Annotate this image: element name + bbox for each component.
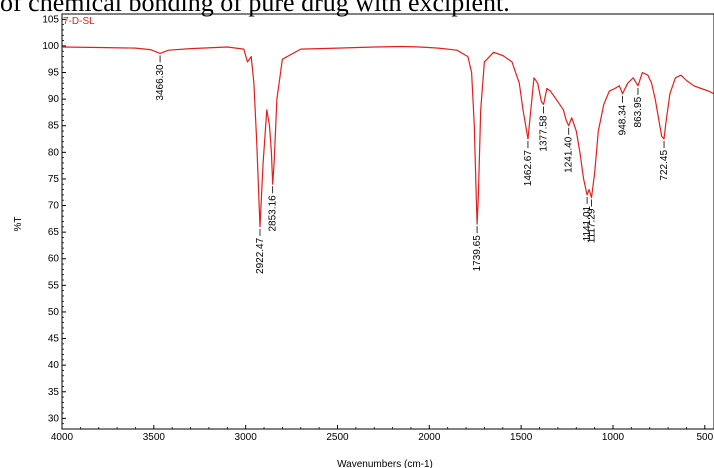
y-tick-label: 65	[48, 227, 60, 238]
y-tick-label: 100	[42, 41, 59, 52]
y-tick-label: 55	[48, 280, 60, 291]
spectrum-series	[61, 45, 714, 228]
peak-label: 722.45	[659, 150, 670, 181]
y-axis-label: %T	[13, 217, 24, 232]
x-tick-label: 3500	[143, 432, 166, 443]
x-tick-label: 3000	[235, 432, 258, 443]
peak-label: 1141.01	[582, 205, 593, 241]
y-tick-label: 105	[42, 14, 59, 25]
peak-label: 863.95	[633, 96, 644, 127]
y-tick-label: 35	[48, 387, 60, 398]
peak-label: 1241.40	[564, 136, 575, 173]
y-tick-label: 90	[48, 94, 60, 105]
y-tick-label: 85	[48, 121, 60, 132]
x-tick-label: 500	[696, 432, 713, 443]
x-tick-label: 2500	[326, 432, 349, 443]
y-tick-label: 75	[48, 174, 60, 185]
y-tick-label: 70	[48, 201, 60, 212]
peak-label: 2922.47	[255, 237, 266, 274]
peak-label: 2853.16	[268, 195, 279, 232]
y-tick-label: 50	[48, 307, 60, 318]
sample-label: 7-D-SL	[63, 16, 95, 27]
y-tick-label: 45	[48, 334, 60, 345]
x-tick-label: 1500	[510, 432, 533, 443]
x-tick-label: 1000	[602, 432, 625, 443]
chart-axes: 30 35 40 45 50 55 60 65 70 75 80 85 90 95 100 105 4000 35…	[42, 13, 714, 443]
x-tick-label: 4000	[51, 432, 74, 443]
peak-label: 1739.65	[472, 235, 483, 272]
y-tick-label: 40	[48, 360, 60, 371]
peak-label: 1377.58	[539, 115, 550, 152]
y-tick-label: 95	[48, 68, 60, 79]
figure-caption: of chemical bonding of pure drug with ex…	[0, 0, 510, 17]
x-axis-label: Wavenumbers (cm-1)	[337, 459, 433, 468]
spectrum-line-0	[61, 45, 714, 228]
y-tick-label: 30	[48, 413, 60, 424]
y-tick-label: 80	[48, 147, 60, 158]
peak-label: 3466.30	[155, 64, 166, 101]
x-tick-label: 2000	[418, 432, 441, 443]
y-tick-label: 60	[48, 254, 60, 265]
peak-label: 1117.29	[586, 208, 597, 243]
peak-label: 1462.67	[523, 150, 534, 187]
peak-label: 948.34	[618, 104, 629, 135]
